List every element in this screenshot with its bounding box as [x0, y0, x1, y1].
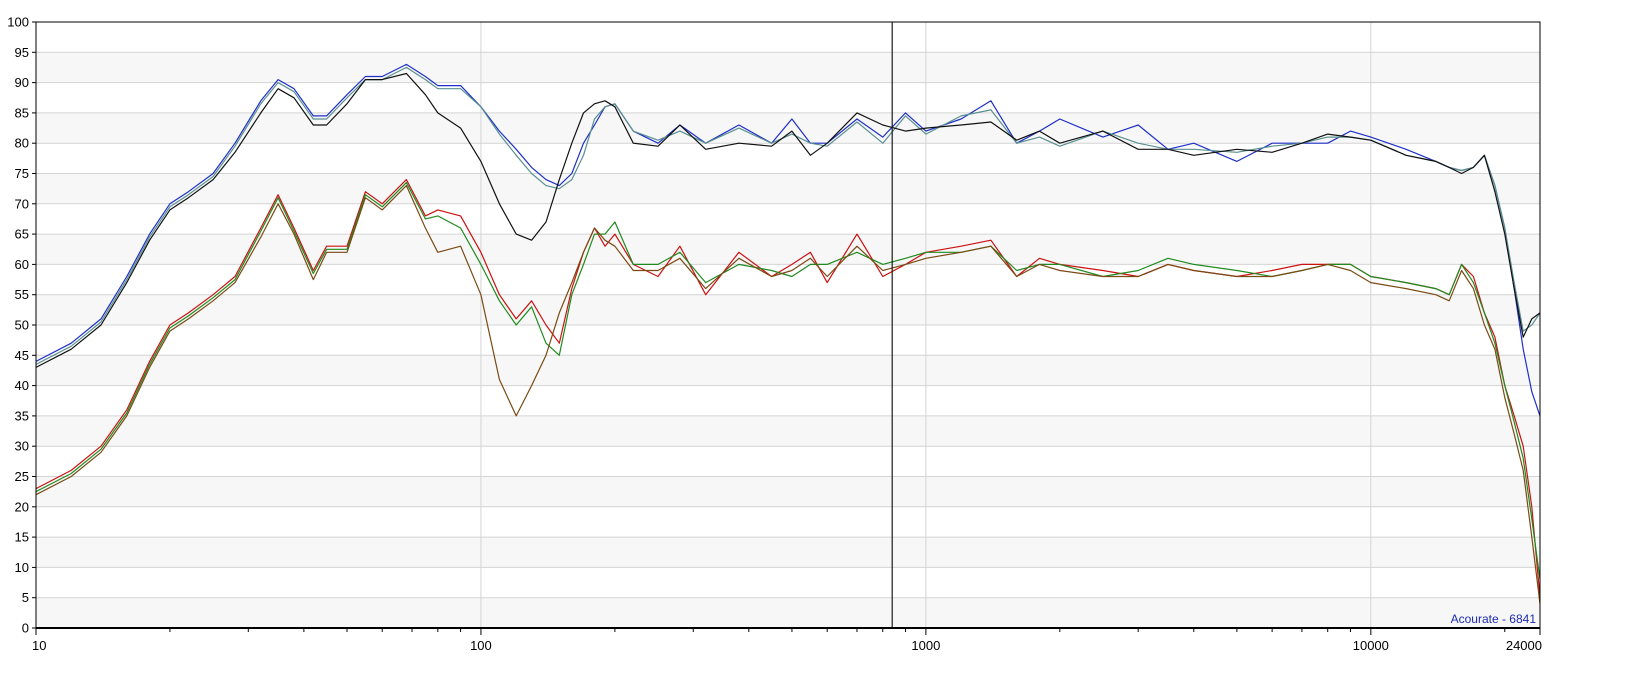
vertical-gridlines — [480, 22, 1372, 628]
plot-band — [36, 476, 1540, 507]
series-layer — [35, 63, 1541, 604]
plot-band — [36, 385, 1540, 416]
series-line-6 — [35, 185, 1541, 604]
plot-band — [36, 82, 1540, 113]
plot-band — [36, 506, 1540, 538]
y-axis-ticks: 0 5 10 15 20 25 30 35 40 45 50 55 60 65 70 75 80 85 90 95 10… — [7, 15, 36, 636]
y-tick-label: 10 — [15, 560, 29, 575]
plot-band — [36, 446, 1540, 477]
y-tick-label: 0 — [22, 621, 29, 636]
plot-band — [36, 355, 1540, 386]
y-tick-label: 75 — [15, 166, 29, 181]
plot-band — [36, 537, 1540, 568]
x-tick-label: 24000 — [1506, 638, 1542, 653]
watermark-label: Acourate - 6841 — [1451, 612, 1537, 626]
plot-background-bands — [36, 22, 1540, 628]
plot-band — [36, 234, 1540, 265]
y-tick-label: 80 — [15, 136, 29, 151]
plot-band — [36, 567, 1540, 598]
y-tick-label: 35 — [15, 408, 29, 423]
y-tick-label: 40 — [15, 378, 29, 393]
plot-band — [36, 112, 1540, 144]
plot-band — [36, 173, 1540, 204]
y-tick-label: 20 — [15, 499, 29, 514]
plot-band — [36, 264, 1540, 295]
y-tick-label: 60 — [15, 257, 29, 272]
y-tick-label: 5 — [22, 590, 29, 605]
y-tick-label: 90 — [15, 75, 29, 90]
x-tick-label: 10 — [32, 638, 46, 653]
x-tick-label: 100 — [470, 638, 492, 653]
plot-band — [36, 415, 1540, 447]
x-tick-label: 10000 — [1353, 638, 1389, 653]
y-tick-label: 85 — [15, 105, 29, 120]
plot-band — [36, 325, 1540, 356]
plot-band — [36, 294, 1540, 325]
y-tick-label: 45 — [15, 348, 29, 363]
y-tick-label: 100 — [7, 15, 29, 30]
series-line-3 — [35, 72, 1541, 368]
horizontal-gridlines — [36, 21, 1540, 629]
y-tick-label: 95 — [15, 45, 29, 60]
plot-band — [36, 143, 1540, 174]
plot-band — [36, 52, 1540, 83]
y-tick-label: 25 — [15, 469, 29, 484]
y-tick-label: 30 — [15, 439, 29, 454]
plot-band — [36, 22, 1540, 53]
y-tick-label: 55 — [15, 287, 29, 302]
y-tick-label: 70 — [15, 196, 29, 211]
y-tick-label: 50 — [15, 318, 29, 333]
y-tick-label: 15 — [15, 530, 29, 545]
x-axis-ticks: 10 100 1000 10000 24000 — [32, 627, 1542, 653]
plot-band — [36, 597, 1540, 628]
series-line-1 — [35, 63, 1541, 417]
x-tick-label: 1000 — [911, 638, 940, 653]
y-tick-label: 65 — [15, 227, 29, 242]
